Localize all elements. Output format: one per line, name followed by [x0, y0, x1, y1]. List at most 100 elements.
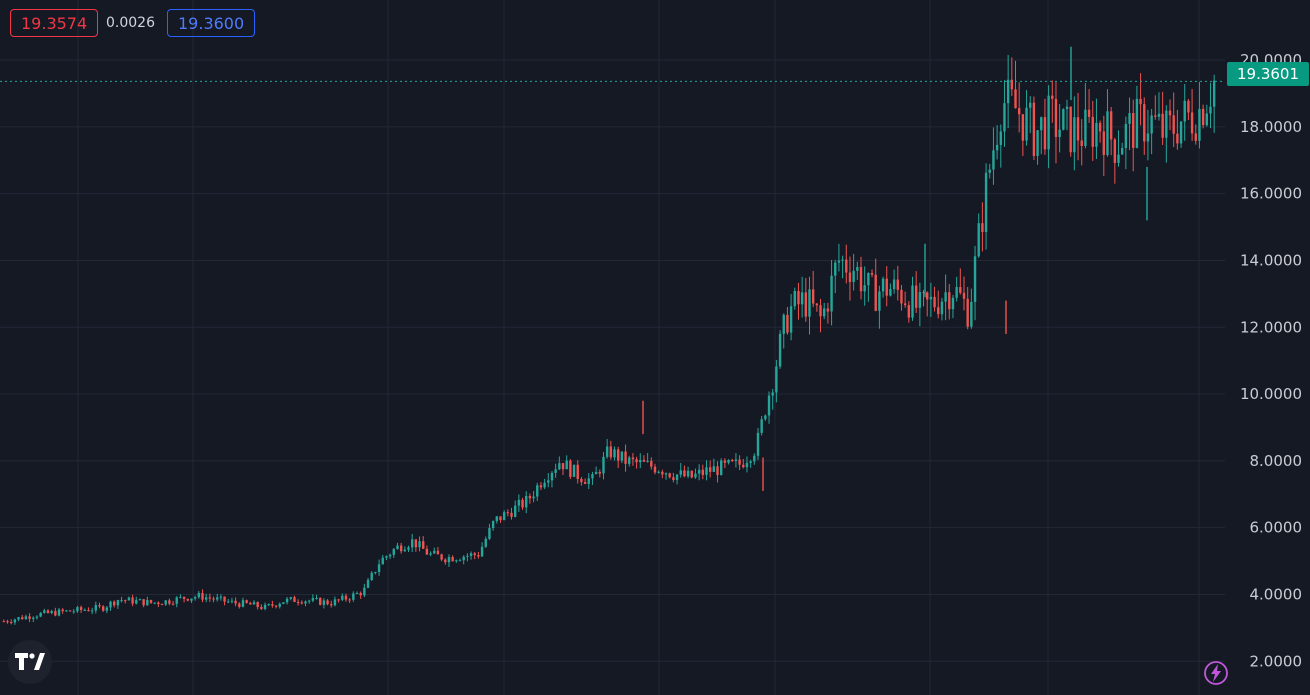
- candle-body: [109, 601, 112, 608]
- candle-body: [896, 279, 899, 290]
- candle-body: [742, 464, 745, 468]
- candle-body: [856, 266, 859, 271]
- candle-body: [970, 301, 973, 327]
- candle-body: [274, 605, 278, 607]
- candle-body: [892, 279, 896, 290]
- candle-body: [845, 259, 848, 273]
- candle-body: [197, 593, 201, 598]
- candle-body: [344, 595, 348, 600]
- candle-body: [285, 598, 289, 603]
- candle-body: [120, 600, 123, 602]
- candle-body: [624, 451, 627, 464]
- candle-body: [216, 597, 219, 600]
- candle-body: [245, 600, 248, 603]
- bid-price-badge[interactable]: 19.3574: [10, 9, 99, 37]
- ask-price-badge[interactable]: 19.3600: [167, 9, 256, 37]
- candle-body: [859, 266, 863, 292]
- candle-body: [32, 617, 35, 619]
- candle-body: [646, 460, 649, 462]
- candle-body: [458, 560, 462, 562]
- candle-body: [352, 593, 355, 600]
- candle-body: [966, 298, 969, 327]
- candle-body: [337, 599, 340, 601]
- candle-body: [355, 592, 359, 594]
- candle-body: [1120, 148, 1124, 155]
- candle-body: [554, 469, 557, 473]
- candle-body: [675, 474, 679, 480]
- candle-body: [403, 549, 407, 552]
- candle-body: [1091, 116, 1094, 147]
- candle-body: [874, 274, 877, 311]
- candle-body: [43, 610, 46, 613]
- candle-body: [1113, 139, 1117, 163]
- candle-body: [35, 616, 39, 618]
- candle-body: [370, 572, 373, 580]
- candle-body: [1154, 115, 1157, 117]
- lightning-icon[interactable]: [1203, 660, 1229, 686]
- candle-body: [605, 446, 609, 457]
- candle-body: [495, 516, 498, 522]
- candle-body: [760, 419, 763, 433]
- candle-body: [948, 292, 951, 310]
- candle-body: [591, 474, 594, 479]
- candle-body: [422, 541, 425, 549]
- candle-body: [1150, 115, 1153, 134]
- price-axis[interactable]: 20.000018.000016.000014.000012.000010.00…: [1240, 51, 1302, 670]
- candle-body: [852, 270, 855, 283]
- candle-body: [867, 273, 870, 286]
- candle-body: [201, 593, 204, 600]
- candle-body: [819, 305, 822, 317]
- candle-body: [1073, 117, 1076, 153]
- candle-body: [392, 549, 395, 555]
- candle-body: [1102, 131, 1105, 155]
- candle-body: [1069, 106, 1072, 153]
- candle-body: [1010, 79, 1014, 90]
- candle-body: [922, 292, 925, 294]
- candle-body: [348, 599, 351, 601]
- candle-body: [142, 599, 145, 606]
- candle-body: [955, 287, 958, 298]
- candle-body: [1143, 104, 1146, 142]
- y-tick-label: 10.0000: [1240, 385, 1302, 403]
- candle-body: [753, 455, 756, 462]
- candle-body: [1084, 109, 1087, 146]
- tradingview-logo-icon[interactable]: [8, 640, 52, 684]
- candle-body: [977, 223, 980, 257]
- candle-body: [561, 463, 565, 470]
- candle-body: [716, 466, 719, 476]
- candle-body: [1194, 133, 1197, 141]
- candle-body: [679, 470, 682, 475]
- candle-body: [315, 597, 318, 599]
- candle-body: [525, 496, 528, 508]
- candle-body: [234, 600, 237, 604]
- candle-body: [212, 598, 215, 600]
- candle-body: [186, 598, 189, 601]
- candle-body: [2, 621, 6, 623]
- candle-body: [466, 555, 469, 557]
- candle-body: [101, 606, 105, 611]
- candle-body: [1087, 109, 1091, 117]
- candle-body: [539, 485, 543, 488]
- candles: [2, 46, 1216, 625]
- candle-body: [995, 144, 999, 151]
- candle-body: [650, 460, 653, 467]
- candle-body: [940, 301, 944, 315]
- candle-body: [767, 395, 771, 416]
- candle-body: [363, 587, 366, 596]
- candle-body: [550, 472, 554, 481]
- candle-body: [79, 607, 83, 610]
- candle-body: [238, 603, 241, 607]
- candle-body: [28, 616, 31, 619]
- candle-body: [797, 291, 800, 305]
- candle-body: [1095, 122, 1098, 147]
- candle-body: [433, 550, 436, 554]
- candle-body: [399, 545, 403, 552]
- candle-body: [76, 607, 79, 612]
- candle-body: [326, 600, 329, 605]
- candle-body: [661, 471, 664, 475]
- candle-body: [738, 459, 741, 465]
- candle-body: [146, 599, 149, 606]
- candle-body: [620, 451, 624, 461]
